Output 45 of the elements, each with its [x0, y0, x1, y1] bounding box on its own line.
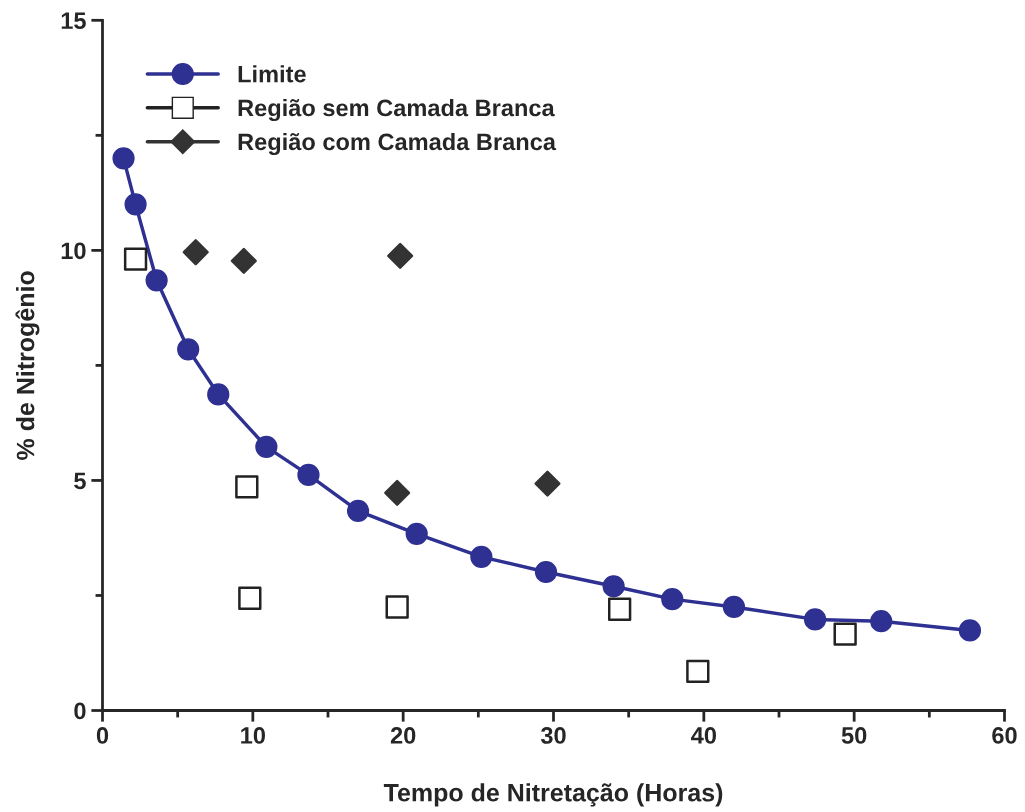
- point: [207, 383, 230, 406]
- point: [255, 435, 278, 458]
- point: [722, 595, 746, 619]
- point: [602, 575, 625, 598]
- point: [145, 269, 168, 292]
- point: [384, 479, 411, 506]
- point: [405, 522, 428, 545]
- x-tick-label: 10: [241, 727, 265, 744]
- point: [534, 470, 561, 497]
- y-tick-label: 10: [61, 242, 86, 260]
- point: [123, 247, 148, 271]
- point: [177, 338, 200, 361]
- point: [235, 475, 259, 499]
- point: [112, 147, 135, 170]
- legend-label: Limite: [238, 65, 306, 83]
- point: [958, 619, 982, 642]
- point: [686, 659, 710, 684]
- point: [607, 597, 632, 621]
- point: [870, 610, 893, 633]
- point: [346, 499, 370, 522]
- point: [124, 193, 147, 216]
- x-tick-label: 30: [540, 727, 566, 744]
- point: [182, 239, 209, 266]
- point: [387, 242, 414, 269]
- legend-label: Região com Camada Branca: [238, 132, 557, 156]
- x-tick-label: 0: [96, 727, 109, 744]
- point: [230, 247, 257, 274]
- y-axis-title: % de Nitrogênio: [15, 271, 40, 460]
- y-tick-label: 15: [61, 12, 86, 30]
- point: [534, 560, 558, 584]
- x-tick-label: 20: [390, 727, 416, 744]
- point: [470, 545, 493, 568]
- point: [833, 622, 857, 646]
- legend-label: Região sem Camada Branca: [238, 98, 555, 122]
- point: [661, 588, 684, 611]
- point: [803, 608, 827, 631]
- x-tick-label: 60: [992, 727, 1017, 744]
- point: [385, 595, 409, 619]
- point: [238, 586, 262, 610]
- y-tick-label: 0: [74, 702, 86, 720]
- x-tick-label: 40: [691, 727, 716, 744]
- x-tick-label: 50: [841, 727, 867, 744]
- point: [297, 463, 320, 487]
- x-axis-title: Tempo de Nitretação (Horas): [383, 783, 723, 807]
- y-tick-label: 5: [74, 472, 86, 490]
